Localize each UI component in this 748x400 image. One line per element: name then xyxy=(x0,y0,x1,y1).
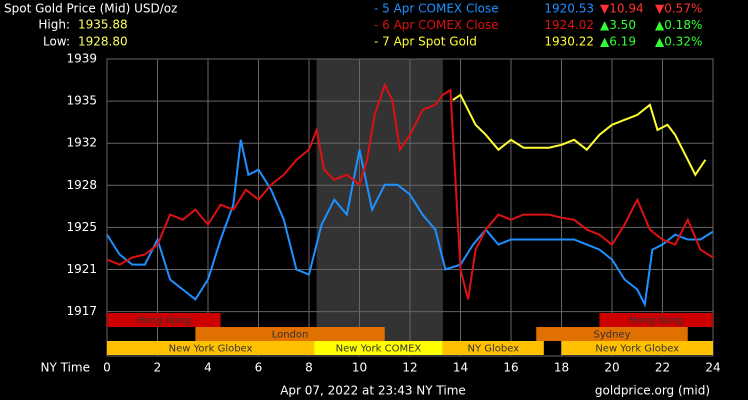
x-tick-label: 6 xyxy=(255,361,263,375)
session-bar xyxy=(536,327,688,341)
session-label: Hong Kong xyxy=(629,316,683,327)
session-bar xyxy=(599,313,713,327)
x-tick-label: 0 xyxy=(103,361,111,375)
legend-change: ▲6.19 xyxy=(600,35,636,49)
high-label: High: xyxy=(38,18,70,32)
y-tick-label: 1932 xyxy=(66,136,97,150)
y-tick-label: 1921 xyxy=(66,262,97,276)
legend-change: ▼10.94 xyxy=(600,2,644,16)
footer: Apr 07, 2022 at 23:43 NY Time xyxy=(280,384,466,398)
high-value: 1935.88 xyxy=(78,18,128,32)
legend-change: ▲3.50 xyxy=(600,18,636,32)
legend-close: 1930.22 xyxy=(544,35,594,49)
session-bar xyxy=(442,341,544,355)
x-tick-label: 14 xyxy=(453,361,468,375)
session-label: London xyxy=(272,330,309,341)
session-bar xyxy=(107,313,221,327)
legend-close: 1924.02 xyxy=(544,18,594,32)
legend-change-pct: ▲0.32% xyxy=(655,35,702,49)
x-tick-label: 12 xyxy=(402,361,417,375)
y-tick-label: 1939 xyxy=(66,52,97,66)
legend-name: - 6 Apr COMEX Close xyxy=(374,18,499,32)
legend-change-pct: ▲0.18% xyxy=(655,18,702,32)
session-label: New York Globex xyxy=(169,344,253,355)
legend-name: - 7 Apr Spot Gold xyxy=(374,35,477,49)
source: goldprice.org (mid) xyxy=(595,384,710,398)
y-tick-label: 1917 xyxy=(66,304,97,318)
session-bar xyxy=(195,327,385,341)
session-bar xyxy=(561,341,713,355)
x-tick-label: 20 xyxy=(604,361,619,375)
x-tick-label: 22 xyxy=(655,361,670,375)
legend-change-pct: ▼0.57% xyxy=(655,2,702,16)
x-tick-label: 4 xyxy=(204,361,212,375)
x-tick-label: 16 xyxy=(503,361,518,375)
session-label: Hong Kong xyxy=(137,316,191,327)
highlight-region xyxy=(316,59,443,356)
low-label: Low: xyxy=(43,35,70,49)
session-bar xyxy=(107,341,315,355)
x-tick-label: 8 xyxy=(305,361,313,375)
x-tick-label: 10 xyxy=(352,361,367,375)
low-value: 1928.80 xyxy=(78,35,128,49)
x-tick-label: 24 xyxy=(705,361,720,375)
y-tick-label: 1925 xyxy=(66,220,97,234)
series-line xyxy=(106,82,714,300)
session-bar xyxy=(314,341,443,355)
session-label: Sydney xyxy=(593,330,630,341)
session-label: New York Globex xyxy=(595,344,679,355)
series-line xyxy=(452,93,707,177)
series-line xyxy=(106,139,714,308)
x-tick-label: 18 xyxy=(554,361,569,375)
y-tick-label: 1928 xyxy=(66,178,97,192)
legend-name: - 5 Apr COMEX Close xyxy=(374,2,499,16)
chart-title: Spot Gold Price (Mid) USD/oz xyxy=(4,2,177,16)
y-tick-label: 1935 xyxy=(66,94,97,108)
session-label: NY Globex xyxy=(467,344,519,355)
x-axis-label: NY Time xyxy=(41,361,91,375)
x-tick-label: 2 xyxy=(154,361,162,375)
legend-close: 1920.53 xyxy=(544,2,594,16)
session-label: New York COMEX xyxy=(336,344,422,355)
